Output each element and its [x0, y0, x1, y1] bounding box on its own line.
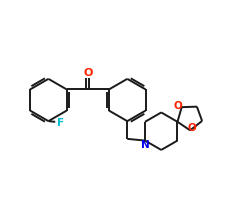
Text: N: N: [141, 140, 149, 150]
Text: O: O: [188, 123, 197, 133]
Text: O: O: [174, 101, 183, 111]
Text: O: O: [83, 68, 93, 78]
Text: F: F: [57, 118, 64, 128]
